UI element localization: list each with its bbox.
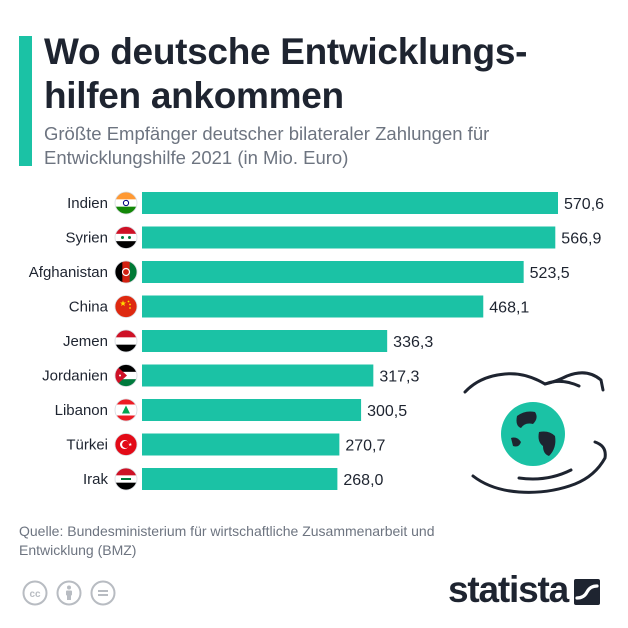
flag-syria-icon xyxy=(115,226,137,249)
flag-outline xyxy=(114,329,138,353)
category-label: Türkei xyxy=(66,437,108,454)
flag-india-icon xyxy=(115,192,137,214)
flag-outline xyxy=(114,191,138,215)
accent-bar xyxy=(19,36,32,166)
category-label: Irak xyxy=(83,471,109,488)
value-label: 570,6 xyxy=(564,196,604,213)
hands-holding-globe-icon xyxy=(455,362,615,502)
category-label: Libanon xyxy=(55,402,108,419)
value-label: 300,5 xyxy=(367,403,407,420)
flag-outline xyxy=(114,364,138,387)
flag-outline xyxy=(114,467,138,491)
category-label: Jordanien xyxy=(42,368,108,385)
chart-title: Wo deutsche Entwicklungs-hilfen ankommen xyxy=(44,31,528,116)
flag-afghanistan-icon xyxy=(115,261,137,283)
value-label: 566,9 xyxy=(561,231,601,248)
flag-yemen-icon xyxy=(115,330,137,352)
chart-subtitle: Größte Empfänger deutscher bilateraler Z… xyxy=(44,123,490,168)
flag-turkey-icon xyxy=(115,433,137,456)
flag-outline xyxy=(114,295,138,318)
flag-outline xyxy=(114,398,138,422)
flag-outline xyxy=(114,433,138,456)
bar xyxy=(142,295,484,318)
value-label: 523,5 xyxy=(530,265,570,282)
value-label: 336,3 xyxy=(393,334,433,351)
license-icons: cc xyxy=(22,580,116,606)
bar xyxy=(142,330,388,352)
source-note: Quelle: Bundesministerium für wirtschaft… xyxy=(19,523,435,558)
nd-icon[interactable] xyxy=(90,580,116,606)
category-label: Syrien xyxy=(65,230,108,247)
bar xyxy=(142,226,556,249)
statista-mark-icon xyxy=(573,579,600,605)
value-label: 468,1 xyxy=(489,300,529,317)
cc-icon[interactable]: cc xyxy=(22,580,48,606)
statista-logo[interactable]: statista xyxy=(448,568,600,612)
value-label: 268,0 xyxy=(343,472,383,489)
category-label: Indien xyxy=(67,195,108,212)
svg-text:cc: cc xyxy=(29,589,41,600)
bar xyxy=(142,468,338,490)
value-label: 317,3 xyxy=(379,369,419,386)
flag-outline xyxy=(114,226,138,249)
flag-china-icon xyxy=(115,295,137,318)
bar xyxy=(142,433,340,456)
bar xyxy=(142,399,362,421)
flag-jordan-icon xyxy=(115,364,137,387)
bar xyxy=(142,364,374,387)
brand-name: statista xyxy=(448,569,569,610)
category-label: China xyxy=(69,299,109,316)
flag-iraq-icon xyxy=(115,468,137,490)
bar-chart: Indien 570,6 Syrien 566,9 Afghanistan 523,5 Ch… xyxy=(29,191,604,491)
flag-outline xyxy=(114,260,138,284)
flag-lebanon-icon xyxy=(115,399,137,421)
value-label: 270,7 xyxy=(345,438,385,455)
bar xyxy=(142,192,558,214)
category-label: Jemen xyxy=(63,333,108,350)
by-icon[interactable] xyxy=(56,580,82,606)
bar xyxy=(142,261,524,283)
category-label: Afghanistan xyxy=(29,264,108,281)
